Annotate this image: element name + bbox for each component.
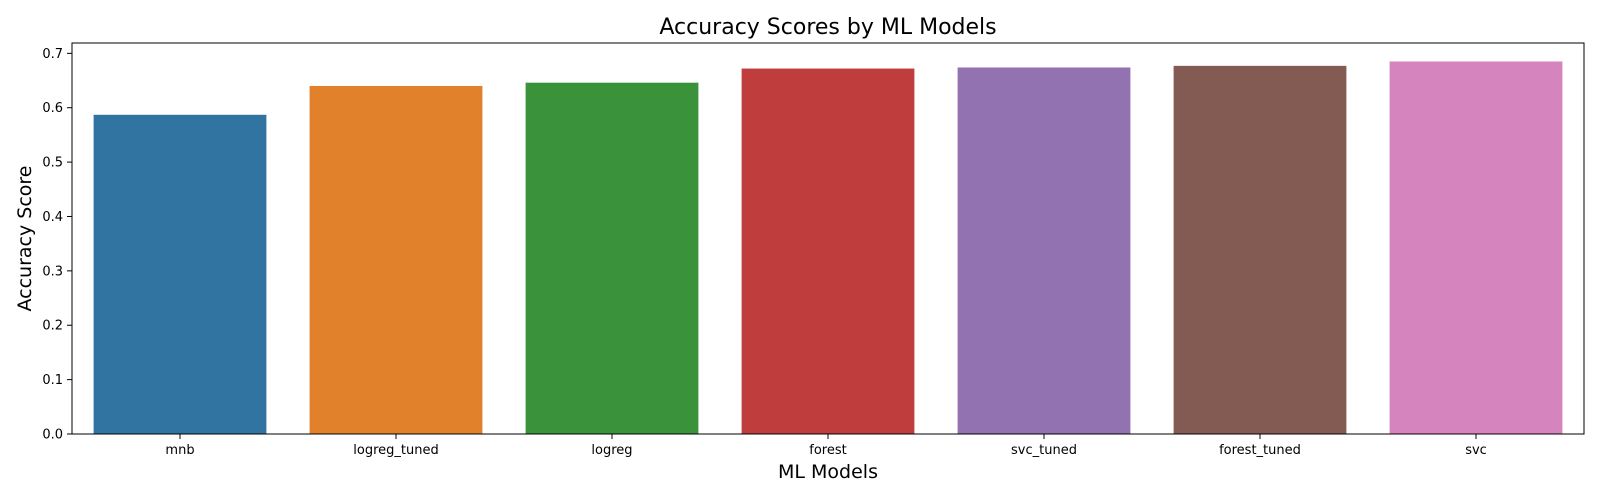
x-tick-label: mnb (165, 443, 194, 458)
bar-svc (1389, 61, 1563, 435)
x-tick-label: logreg_tuned (353, 443, 438, 458)
bar-forest_tuned (1173, 65, 1347, 434)
y-tick-label: 0.6 (42, 101, 63, 116)
x-tick-label: forest (809, 443, 846, 458)
y-tick-label: 0.7 (42, 47, 63, 62)
y-tick-label: 0.3 (42, 264, 63, 279)
y-tick-label: 0.5 (42, 156, 63, 171)
x-axis-ticks: mnb logreg_tuned logreg forest svc_tuned fore… (165, 434, 1487, 458)
y-axis-label: Accuracy Score (14, 166, 36, 312)
bar-svc_tuned (957, 67, 1131, 434)
y-tick-label: 0.2 (42, 319, 63, 334)
bar-mnb (93, 114, 267, 435)
y-axis-ticks: 0.0 0.1 0.2 0.3 0.4 0.5 0.6 0.7 (42, 47, 72, 443)
bar-logreg_tuned (309, 85, 483, 434)
bar-forest (741, 68, 915, 434)
y-tick-label: 0.1 (42, 373, 63, 388)
bars-group (93, 61, 1563, 435)
x-tick-label: svc_tuned (1011, 443, 1077, 458)
plot-frame (71, 42, 1585, 435)
x-tick-label: forest_tuned (1219, 443, 1301, 458)
x-tick-label: logreg (591, 443, 632, 458)
bar-logreg (525, 82, 699, 435)
y-tick-label: 0.4 (42, 210, 63, 225)
y-tick-label: 0.0 (42, 428, 63, 443)
x-tick-label: svc (1465, 443, 1487, 458)
chart-title: Accuracy Scores by ML Models (659, 15, 996, 40)
x-axis-label: ML Models (778, 461, 878, 483)
